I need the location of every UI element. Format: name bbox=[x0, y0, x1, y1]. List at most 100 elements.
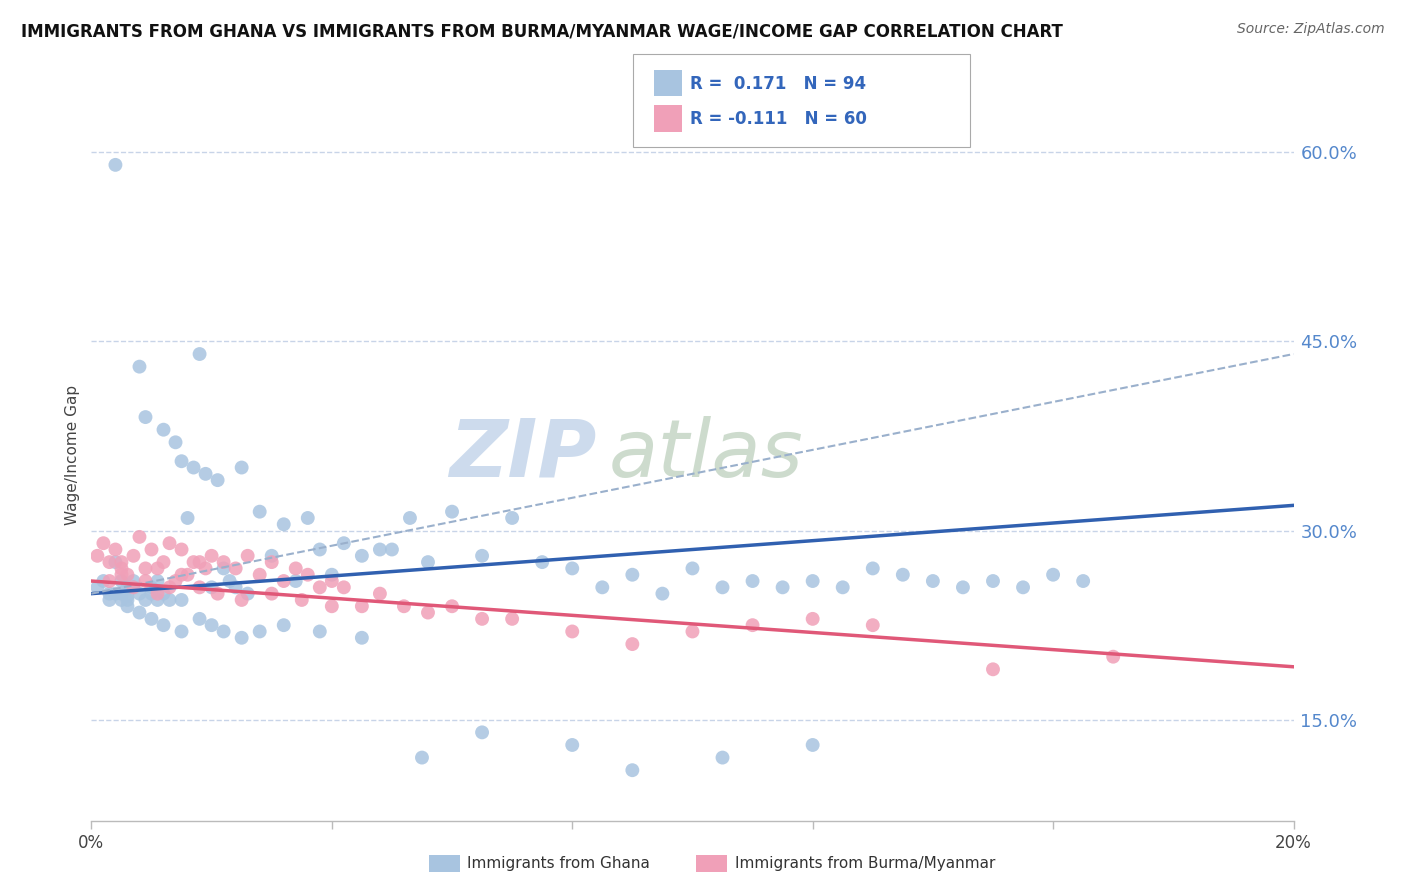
Point bbox=[152, 618, 174, 632]
Point bbox=[141, 612, 163, 626]
Point bbox=[152, 555, 174, 569]
Point bbox=[801, 738, 824, 752]
Point bbox=[741, 574, 763, 588]
Point bbox=[122, 549, 145, 563]
Point bbox=[225, 580, 247, 594]
Point bbox=[297, 567, 319, 582]
Point bbox=[188, 612, 211, 626]
Point bbox=[141, 542, 163, 557]
Point bbox=[122, 574, 145, 588]
Point bbox=[471, 549, 494, 563]
Point bbox=[128, 530, 150, 544]
Point bbox=[194, 561, 217, 575]
Point bbox=[128, 587, 150, 601]
Point bbox=[308, 624, 330, 639]
Point bbox=[981, 662, 1004, 676]
Point bbox=[110, 567, 132, 582]
Point bbox=[1042, 567, 1064, 582]
Point bbox=[862, 561, 884, 575]
Point bbox=[801, 612, 824, 626]
Point bbox=[231, 631, 253, 645]
Point bbox=[1012, 580, 1035, 594]
Point bbox=[117, 599, 139, 614]
Point bbox=[176, 511, 198, 525]
Point bbox=[741, 618, 763, 632]
Point bbox=[188, 580, 211, 594]
Point bbox=[128, 606, 150, 620]
Text: IMMIGRANTS FROM GHANA VS IMMIGRANTS FROM BURMA/MYANMAR WAGE/INCOME GAP CORRELATI: IMMIGRANTS FROM GHANA VS IMMIGRANTS FROM… bbox=[21, 22, 1063, 40]
Point bbox=[176, 567, 198, 582]
Point bbox=[104, 555, 127, 569]
Text: Immigrants from Burma/Myanmar: Immigrants from Burma/Myanmar bbox=[735, 856, 995, 871]
Point bbox=[321, 574, 343, 588]
Point bbox=[831, 580, 853, 594]
Point bbox=[152, 423, 174, 437]
Point bbox=[225, 561, 247, 575]
Point bbox=[170, 624, 193, 639]
Point bbox=[249, 505, 271, 519]
Point bbox=[236, 549, 259, 563]
Point bbox=[212, 561, 235, 575]
Point bbox=[308, 542, 330, 557]
Point bbox=[501, 612, 523, 626]
Point bbox=[681, 561, 703, 575]
Point bbox=[159, 593, 181, 607]
Point bbox=[333, 536, 356, 550]
Point bbox=[411, 750, 433, 764]
Point bbox=[368, 542, 391, 557]
Point bbox=[284, 574, 307, 588]
Point bbox=[117, 580, 139, 594]
Point bbox=[170, 454, 193, 468]
Point bbox=[471, 612, 494, 626]
Point bbox=[591, 580, 613, 594]
Point bbox=[231, 593, 253, 607]
Point bbox=[86, 549, 108, 563]
Point bbox=[122, 580, 145, 594]
Point bbox=[350, 549, 373, 563]
Y-axis label: Wage/Income Gap: Wage/Income Gap bbox=[65, 384, 80, 525]
Point bbox=[368, 587, 391, 601]
Point bbox=[212, 624, 235, 639]
Point bbox=[236, 587, 259, 601]
Point bbox=[381, 542, 404, 557]
Point bbox=[146, 587, 169, 601]
Point bbox=[98, 593, 121, 607]
Point bbox=[146, 561, 169, 575]
Point bbox=[291, 593, 314, 607]
Point bbox=[110, 561, 132, 575]
Point bbox=[981, 574, 1004, 588]
Point bbox=[399, 511, 422, 525]
Point bbox=[98, 555, 121, 569]
Point bbox=[110, 587, 132, 601]
Point bbox=[772, 580, 794, 594]
Point bbox=[260, 587, 283, 601]
Point bbox=[1071, 574, 1094, 588]
Point bbox=[621, 567, 644, 582]
Point bbox=[440, 599, 463, 614]
Point bbox=[321, 599, 343, 614]
Point bbox=[98, 587, 121, 601]
Text: Source: ZipAtlas.com: Source: ZipAtlas.com bbox=[1237, 22, 1385, 37]
Point bbox=[1102, 649, 1125, 664]
Point bbox=[273, 618, 295, 632]
Point bbox=[141, 587, 163, 601]
Point bbox=[260, 549, 283, 563]
Point bbox=[194, 467, 217, 481]
Point bbox=[416, 555, 439, 569]
Point bbox=[218, 574, 240, 588]
Text: Immigrants from Ghana: Immigrants from Ghana bbox=[467, 856, 650, 871]
Point bbox=[681, 624, 703, 639]
Point bbox=[891, 567, 914, 582]
Text: R =  0.171   N = 94: R = 0.171 N = 94 bbox=[690, 75, 866, 93]
Point bbox=[471, 725, 494, 739]
Point bbox=[170, 593, 193, 607]
Point bbox=[93, 536, 115, 550]
Point bbox=[207, 587, 229, 601]
Point bbox=[392, 599, 415, 614]
Point bbox=[201, 580, 224, 594]
Point bbox=[561, 738, 583, 752]
Text: R = -0.111   N = 60: R = -0.111 N = 60 bbox=[690, 110, 868, 128]
Point bbox=[249, 567, 271, 582]
Point bbox=[321, 567, 343, 582]
Point bbox=[134, 574, 156, 588]
